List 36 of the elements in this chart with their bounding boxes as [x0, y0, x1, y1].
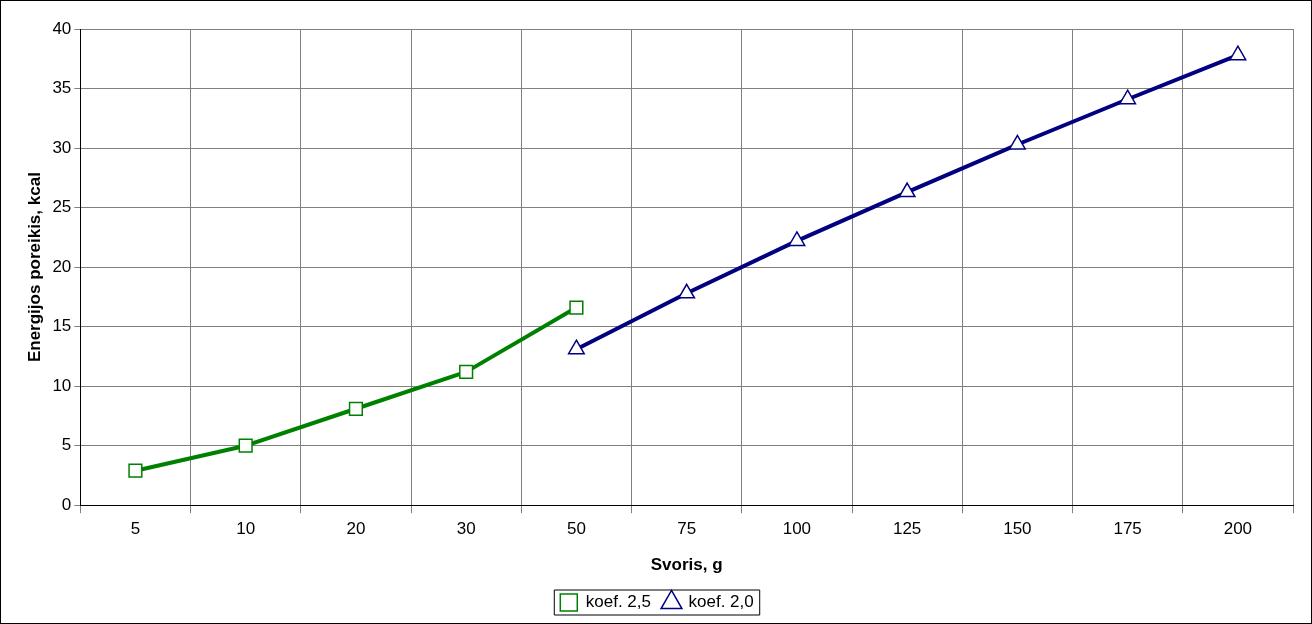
x-tick-label: 100: [782, 519, 812, 539]
point: [678, 283, 696, 299]
y-tick-label: 15: [52, 316, 72, 336]
x-tick-label: 20: [346, 519, 366, 539]
legend-label: koef. 2,5: [585, 592, 652, 612]
x-tick-label: 30: [456, 519, 476, 539]
y-tick-label: 40: [52, 18, 72, 38]
y-tick-label: 20: [52, 256, 72, 276]
point: [898, 182, 916, 198]
point: [567, 339, 585, 355]
point: [569, 300, 584, 315]
point: [238, 438, 253, 453]
point: [1229, 45, 1247, 61]
x-tick-label: 10: [236, 519, 256, 539]
y-tick-label: 25: [52, 197, 72, 217]
legend-label: koef. 2,0: [688, 592, 754, 612]
x-tick-label: 125: [892, 519, 922, 539]
y-tick-label: 10: [52, 375, 72, 395]
x-tick-label: 50: [566, 519, 586, 539]
point: [1119, 89, 1137, 105]
x-axis-title: Svoris, g: [650, 555, 723, 575]
point: [348, 401, 364, 416]
y-axis-title: Energijos poreikis, kcal: [24, 172, 44, 363]
point: [459, 364, 474, 379]
y-tick-label: 0: [61, 494, 72, 514]
point: [788, 231, 806, 247]
x-tick-label: 5: [130, 519, 141, 539]
y-tick-label: 30: [52, 137, 72, 157]
y-tick-label: 35: [52, 78, 72, 98]
point: [128, 463, 143, 478]
point: [1008, 134, 1026, 150]
x-tick-label: 200: [1223, 519, 1253, 539]
y-tick-label: 5: [61, 435, 72, 455]
x-tick-label: 75: [677, 519, 697, 539]
x-tick-label: 175: [1113, 519, 1142, 539]
x-tick-label: 150: [1003, 519, 1032, 539]
